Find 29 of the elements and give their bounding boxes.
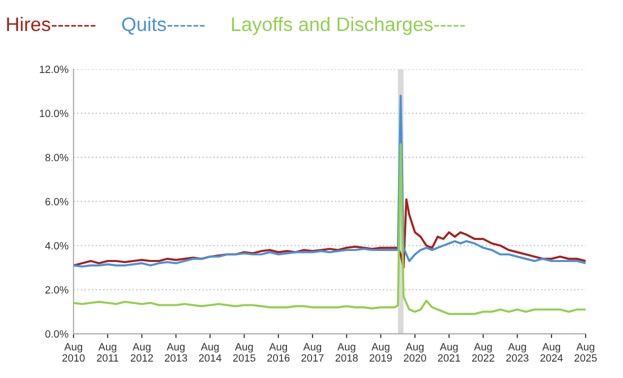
x-tick-label: Aug 2023 [506, 343, 528, 362]
x-tick-label: Aug 2024 [540, 343, 563, 362]
x-tick-label: Aug 2018 [336, 343, 358, 362]
y-tick-label: 12.0% [40, 66, 68, 74]
x-tick-label: Aug 2014 [199, 343, 222, 362]
text: Quits------ [122, 16, 205, 35]
x-tick-label: Aug 2019 [370, 343, 392, 362]
x-tick-label: Aug 2013 [164, 343, 188, 362]
y-tick-label: 0.0% [45, 330, 68, 338]
x-tick-label: Aug 2025 [574, 343, 597, 362]
x-tick-label: Aug 2010 [62, 343, 85, 362]
x-tick-label: Aug 2015 [233, 343, 256, 362]
x-tick-label: Aug 2011 [96, 343, 118, 362]
line-series [74, 143, 586, 315]
y-tick-label: 10.0% [40, 110, 68, 118]
y-tick-label: 4.0% [45, 242, 68, 250]
line-series [74, 94, 586, 268]
text: Hires------- [7, 16, 96, 32]
y-tick-label: 2.0% [45, 286, 68, 294]
y-tick-label: 6.0% [45, 198, 68, 206]
x-tick-label: Aug 2022 [472, 343, 494, 362]
text: Layoffs and Discharges----- [232, 16, 465, 36]
x-tick-label: Aug 2016 [267, 343, 290, 362]
x-tick-label: Aug 2021 [438, 343, 460, 362]
x-tick-label: Aug 2012 [130, 343, 153, 362]
y-tick-label: 8.0% [45, 154, 68, 162]
x-tick-label: Aug 2020 [404, 343, 426, 362]
line-series [74, 198, 586, 269]
x-tick-label: Aug 2017 [301, 343, 324, 362]
